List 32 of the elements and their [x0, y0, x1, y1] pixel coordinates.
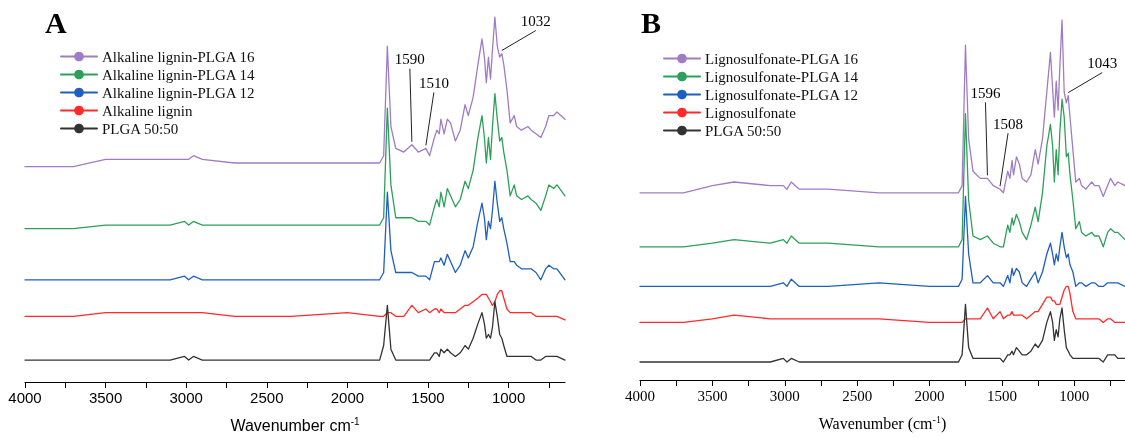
- legend-label: Alkaline lignin-PLGA 14: [102, 66, 255, 83]
- legend-label: Lignosulfonate-PLGA 16: [705, 50, 859, 67]
- x-tick-label: 1500: [411, 389, 445, 406]
- annotation: 1032: [520, 13, 551, 29]
- legend-label: PLGA 50:50: [102, 120, 179, 137]
- legend-label: Lignosulfonate-PLGA 12: [705, 86, 858, 103]
- x-tick-label: 4000: [8, 389, 42, 406]
- legend-label: Lignosulfonate: [705, 104, 797, 121]
- x-tick-label: 3000: [169, 389, 203, 406]
- chart-title: B: [641, 5, 662, 39]
- annotation: 1596: [970, 84, 1001, 101]
- annotation: 1043: [1087, 55, 1118, 72]
- x-tick-label: 1000: [491, 389, 526, 406]
- legend-label: Lignosulfonate-PLGA 14: [705, 68, 859, 85]
- x-tick-label: 2000: [914, 387, 945, 404]
- x-tick-label: 2000: [330, 389, 365, 406]
- annotation: 1510: [418, 74, 449, 91]
- legend-label: Alkaline lignin-PLGA 16: [102, 48, 255, 65]
- x-tick-label: 4000: [625, 387, 655, 404]
- x-tick-label: 3000: [769, 387, 800, 404]
- legend-label: PLGA 50:50: [705, 122, 782, 139]
- legend-label: Alkaline lignin-PLGA 12: [102, 84, 255, 101]
- x-tick-label: 1000: [1059, 387, 1090, 404]
- x-tick-label: 2500: [250, 389, 284, 406]
- chart-title: A: [45, 5, 67, 39]
- legend-label: Alkaline lignin: [102, 102, 193, 119]
- annotation: 1508: [993, 115, 1024, 132]
- x-tick-label: 3500: [88, 389, 123, 406]
- x-tick-label: 3500: [697, 387, 728, 404]
- annotation: 1590: [394, 51, 425, 68]
- x-tick-label: 1500: [986, 387, 1017, 404]
- x-tick-label: 2500: [842, 387, 873, 404]
